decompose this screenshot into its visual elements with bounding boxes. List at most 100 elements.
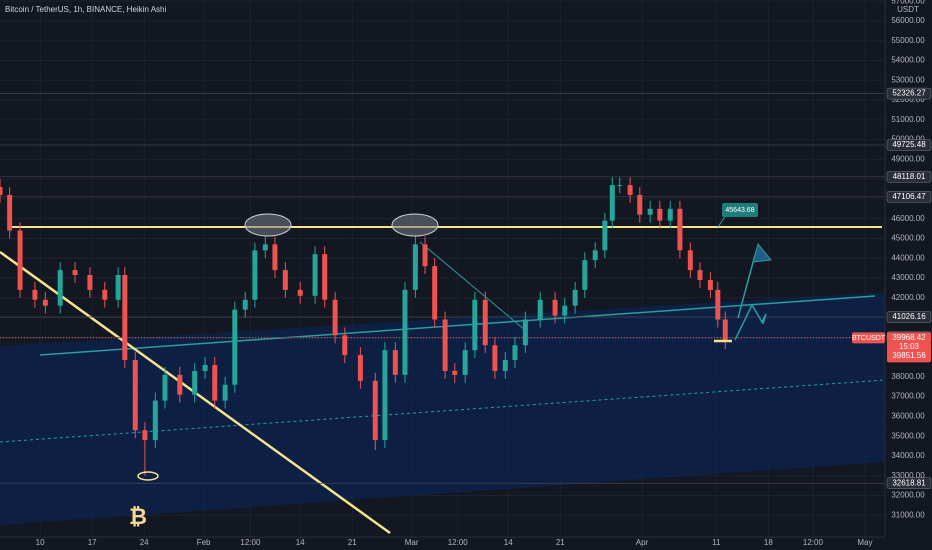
annotation-box	[722, 203, 758, 217]
level-lines	[0, 93, 885, 484]
x-tick-label: 12:00	[448, 538, 469, 547]
x-tick-label: Mar	[405, 538, 419, 547]
candle-body	[512, 345, 518, 361]
candle-body	[637, 194, 643, 215]
candle-body	[382, 350, 388, 441]
x-tick-label: Feb	[197, 538, 211, 547]
candle-body	[87, 275, 93, 290]
y-tick-label: 33000.00	[891, 471, 925, 480]
y-unit: USDT	[897, 5, 919, 14]
candle-body	[715, 289, 721, 320]
candle-body	[452, 370, 458, 375]
highlight-ellipse	[244, 213, 292, 237]
candle-body	[332, 299, 338, 336]
candle-body	[357, 355, 363, 381]
arrow-head	[752, 242, 772, 263]
candle-body	[0, 187, 3, 195]
candle-body	[552, 299, 558, 316]
symbol-tag	[852, 332, 885, 344]
candle-body	[342, 335, 348, 356]
y-tick-label: 55000.00	[891, 36, 925, 45]
y-tick-label: 38000.00	[891, 372, 925, 381]
channel-mid	[0, 379, 886, 443]
candle-body	[272, 244, 278, 271]
candle-body	[57, 270, 63, 306]
bitcoin-logo: ₿	[129, 504, 147, 529]
price-tag	[886, 87, 932, 100]
y-tick-label: 44000.00	[891, 253, 925, 262]
price-tag-label: 48118.01	[893, 172, 926, 181]
low-ellipse	[137, 471, 159, 481]
last-price-label: 39968.42	[892, 333, 926, 342]
price-tag	[886, 139, 932, 151]
x-tick-label: 17	[88, 538, 97, 547]
candle-body	[142, 430, 148, 441]
candle-body	[707, 279, 713, 290]
y-tick-label: 50000.00	[891, 135, 925, 144]
y-tick-label: 34000.00	[891, 451, 925, 460]
candle-body	[192, 370, 198, 395]
price-tag	[886, 311, 932, 323]
y-tick-label: 43000.00	[891, 273, 925, 282]
y-tick-label: 57000.00	[891, 0, 925, 5]
y-tick-label: 35000.00	[891, 431, 925, 440]
y-tick-label: 56000.00	[891, 16, 925, 25]
candle-body	[667, 208, 673, 221]
candle-body	[442, 319, 448, 371]
price-tag-label: 41026.16	[892, 312, 926, 321]
x-tick-label: 12:00	[803, 538, 824, 547]
countdown-label: 15:03	[899, 342, 920, 351]
candle-body	[609, 185, 615, 221]
x-tick-label: 21	[556, 538, 565, 547]
candle-body	[72, 270, 78, 276]
last-low-label: 39851.56	[892, 351, 926, 360]
candle-body	[697, 270, 703, 280]
candle-body	[492, 345, 498, 371]
candle-body	[7, 194, 13, 231]
candle-body	[252, 250, 258, 300]
annotation-text: 45643.68	[725, 207, 754, 214]
x-tick-label: 11	[712, 538, 721, 547]
candle-body	[617, 185, 623, 187]
candle-body	[677, 208, 683, 251]
candle-body	[502, 360, 508, 371]
highlight-ellipse	[391, 213, 439, 237]
candle-body	[122, 275, 128, 361]
price-tags: 52326.27 49725.48 48118.01 47106.47 41026.16…	[852, 87, 932, 489]
x-tick-label: 18	[764, 538, 773, 547]
price-tag-label: 47106.47	[892, 192, 926, 201]
candle-body	[242, 299, 248, 310]
y-tick-label: 49000.00	[891, 154, 925, 163]
y-tick-label: 46000.00	[891, 214, 925, 223]
candle-body	[232, 309, 238, 385]
projection-arrow	[734, 303, 767, 341]
candle-body	[202, 364, 208, 371]
candle-body	[602, 220, 608, 251]
candle-body	[282, 270, 288, 290]
candle-body	[312, 254, 318, 296]
x-tick-label: 10	[36, 538, 45, 547]
price-tag-label: 52326.27	[892, 89, 926, 98]
candle-body	[572, 289, 578, 306]
trend-line	[419, 241, 526, 331]
y-tick-label: 54000.00	[891, 56, 925, 65]
candle-body	[42, 299, 48, 306]
candle-body	[472, 299, 478, 351]
price-tag-label: 49725.48	[892, 140, 926, 149]
candle-body	[152, 400, 158, 441]
candle-body	[687, 250, 693, 271]
candle-body	[537, 299, 543, 320]
y-tick-label: 52000.00	[891, 95, 925, 104]
candle-body	[372, 380, 378, 441]
candle-body	[522, 319, 528, 346]
candle-body	[212, 364, 218, 401]
candle-body	[115, 275, 121, 300]
y-tick-label: 36000.00	[891, 412, 925, 421]
x-tick-label: 14	[296, 538, 305, 547]
candle-body	[322, 254, 328, 300]
y-tick-label: 51000.00	[891, 115, 925, 124]
x-tick-label: 12:00	[240, 538, 261, 547]
x-tick-label: 24	[140, 538, 149, 547]
x-tick-label: 14	[504, 538, 513, 547]
